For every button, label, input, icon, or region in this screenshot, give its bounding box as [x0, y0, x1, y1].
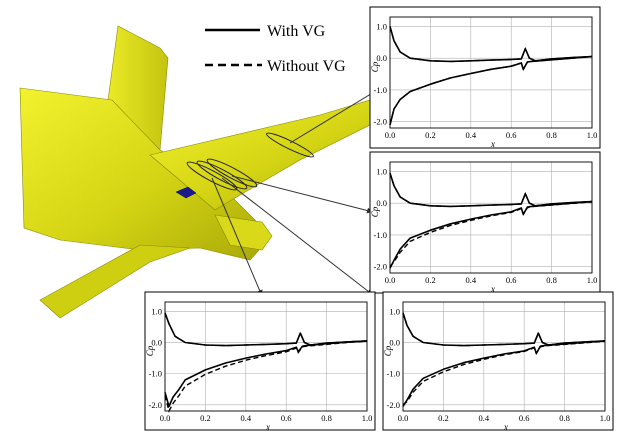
x-tick-label: 0.0 [160, 413, 171, 423]
x-tick-label: 1.0 [362, 413, 373, 423]
y-tick-label: -1.0 [374, 85, 387, 95]
x-tick-label: 0.4 [240, 413, 251, 423]
y-tick-label: 0.0 [389, 337, 400, 347]
connector-arrows [211, 85, 385, 297]
fuselage [19, 87, 269, 261]
x-axis-label: x [490, 139, 495, 149]
plot-area-frame [389, 161, 593, 274]
y-tick-label: -2.0 [374, 262, 387, 272]
y-tick-label: 1.0 [389, 306, 400, 316]
x-tick-label: 0.6 [519, 413, 530, 423]
x-tick-label: 0.8 [546, 275, 557, 285]
series-with-vg-lower-line [389, 172, 593, 208]
y-tick-label: -2.0 [387, 400, 400, 410]
x-tick-label: 0.0 [398, 413, 409, 423]
x-tick-label: 0.8 [546, 130, 557, 140]
y-tick-label: -2.0 [149, 400, 162, 410]
x-tick-label: 0.4 [465, 130, 476, 140]
chart-panel-frame [369, 151, 601, 294]
cp-chart-middle-right: 0.0 0.2 0.4 0.6 0.8 1.0 1.0 0.0 -1.0 -2.0 x Cp [369, 151, 601, 294]
y-tick-label: -1.0 [149, 369, 162, 379]
y-axis-label: Cp [383, 345, 393, 356]
y-tick-label: 0.0 [376, 53, 387, 63]
y-tick-label: -2.0 [374, 117, 387, 127]
x-tick-label: 0.2 [438, 413, 449, 423]
cp-chart-top-right: 0.0 0.2 0.4 0.6 0.8 1.0 1.0 0.0 -1.0 -2.0 x Cp [369, 6, 601, 149]
plot-area-frame [402, 301, 606, 412]
chart-panel-frame [144, 291, 376, 431]
y-tick-label: 1.0 [376, 167, 387, 177]
x-tick-label: 0.6 [506, 275, 517, 285]
chart-panel-frame [369, 6, 601, 149]
vortex-generator-marker [175, 186, 197, 199]
x-tick-label: 0.4 [465, 275, 476, 285]
cp-chart-bottom-left: 0.0 0.2 0.4 0.6 0.8 1.0 1.0 0.0 -1.0 -2.0 x Cp [144, 291, 376, 432]
wing-section-3 [206, 158, 258, 188]
arrow-to-top-right [289, 85, 385, 144]
wing-section-2 [196, 160, 248, 190]
x-tick-label: 0.2 [200, 413, 211, 423]
lower-wing [39, 244, 191, 319]
x-tick-label: 0.2 [425, 130, 436, 140]
legend: With VG Without VG [205, 23, 346, 75]
y-tick-label: 0.0 [151, 337, 162, 347]
chart-panel-frame [382, 291, 614, 431]
x-tick-label: 0.4 [478, 413, 489, 423]
x-axis-label: x [503, 422, 508, 432]
series-with-vg-lower-line [389, 26, 593, 63]
x-tick-label: 0.2 [425, 275, 436, 285]
x-axis-label: x [490, 284, 495, 294]
x-tick-label: 0.6 [281, 413, 292, 423]
y-axis-label: Cp [145, 345, 155, 356]
legend-with-vg: With VG [267, 23, 326, 40]
x-tick-label: 0.6 [506, 130, 517, 140]
y-axis-label: Cp [370, 61, 380, 72]
series-with-vg-lower-line [164, 312, 368, 347]
aircraft-model [19, 25, 383, 319]
arrow-to-bottom-left [211, 177, 263, 297]
y-tick-label: -1.0 [374, 230, 387, 240]
x-tick-label: 1.0 [600, 413, 611, 423]
x-tick-label: 0.8 [559, 413, 570, 423]
canard [214, 214, 273, 251]
y-axis-label: Cp [370, 206, 380, 217]
legend-without-vg: Without VG [267, 58, 346, 75]
x-tick-label: 0.8 [321, 413, 332, 423]
arrow-to-bottom-right [221, 177, 374, 296]
plot-area-frame [389, 16, 593, 129]
y-tick-label: -1.0 [387, 369, 400, 379]
x-tick-label: 1.0 [587, 275, 598, 285]
x-axis-label: x [265, 422, 270, 432]
y-tick-label: 1.0 [151, 306, 162, 316]
x-tick-label: 0.0 [385, 130, 396, 140]
y-tick-label: 0.0 [376, 198, 387, 208]
arrow-to-middle-right [231, 175, 374, 214]
cp-chart-bottom-right: 0.0 0.2 0.4 0.6 0.8 1.0 1.0 0.0 -1.0 -2.0 x Cp [382, 291, 614, 432]
y-tick-label: 1.0 [376, 22, 387, 32]
plot-area-frame [164, 301, 368, 412]
series-with-vg-lower-line [402, 312, 606, 347]
x-tick-label: 1.0 [587, 130, 598, 140]
x-tick-label: 0.0 [385, 275, 396, 285]
